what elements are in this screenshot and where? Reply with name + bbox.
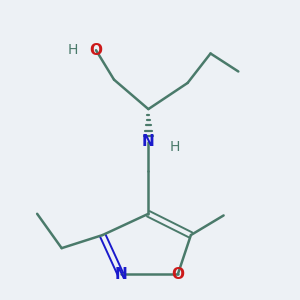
Text: N: N [142, 134, 155, 149]
Text: O: O [171, 267, 184, 282]
Text: H: H [68, 43, 78, 57]
Text: N: N [114, 267, 127, 282]
Text: O: O [89, 43, 103, 58]
Text: H: H [169, 140, 180, 154]
